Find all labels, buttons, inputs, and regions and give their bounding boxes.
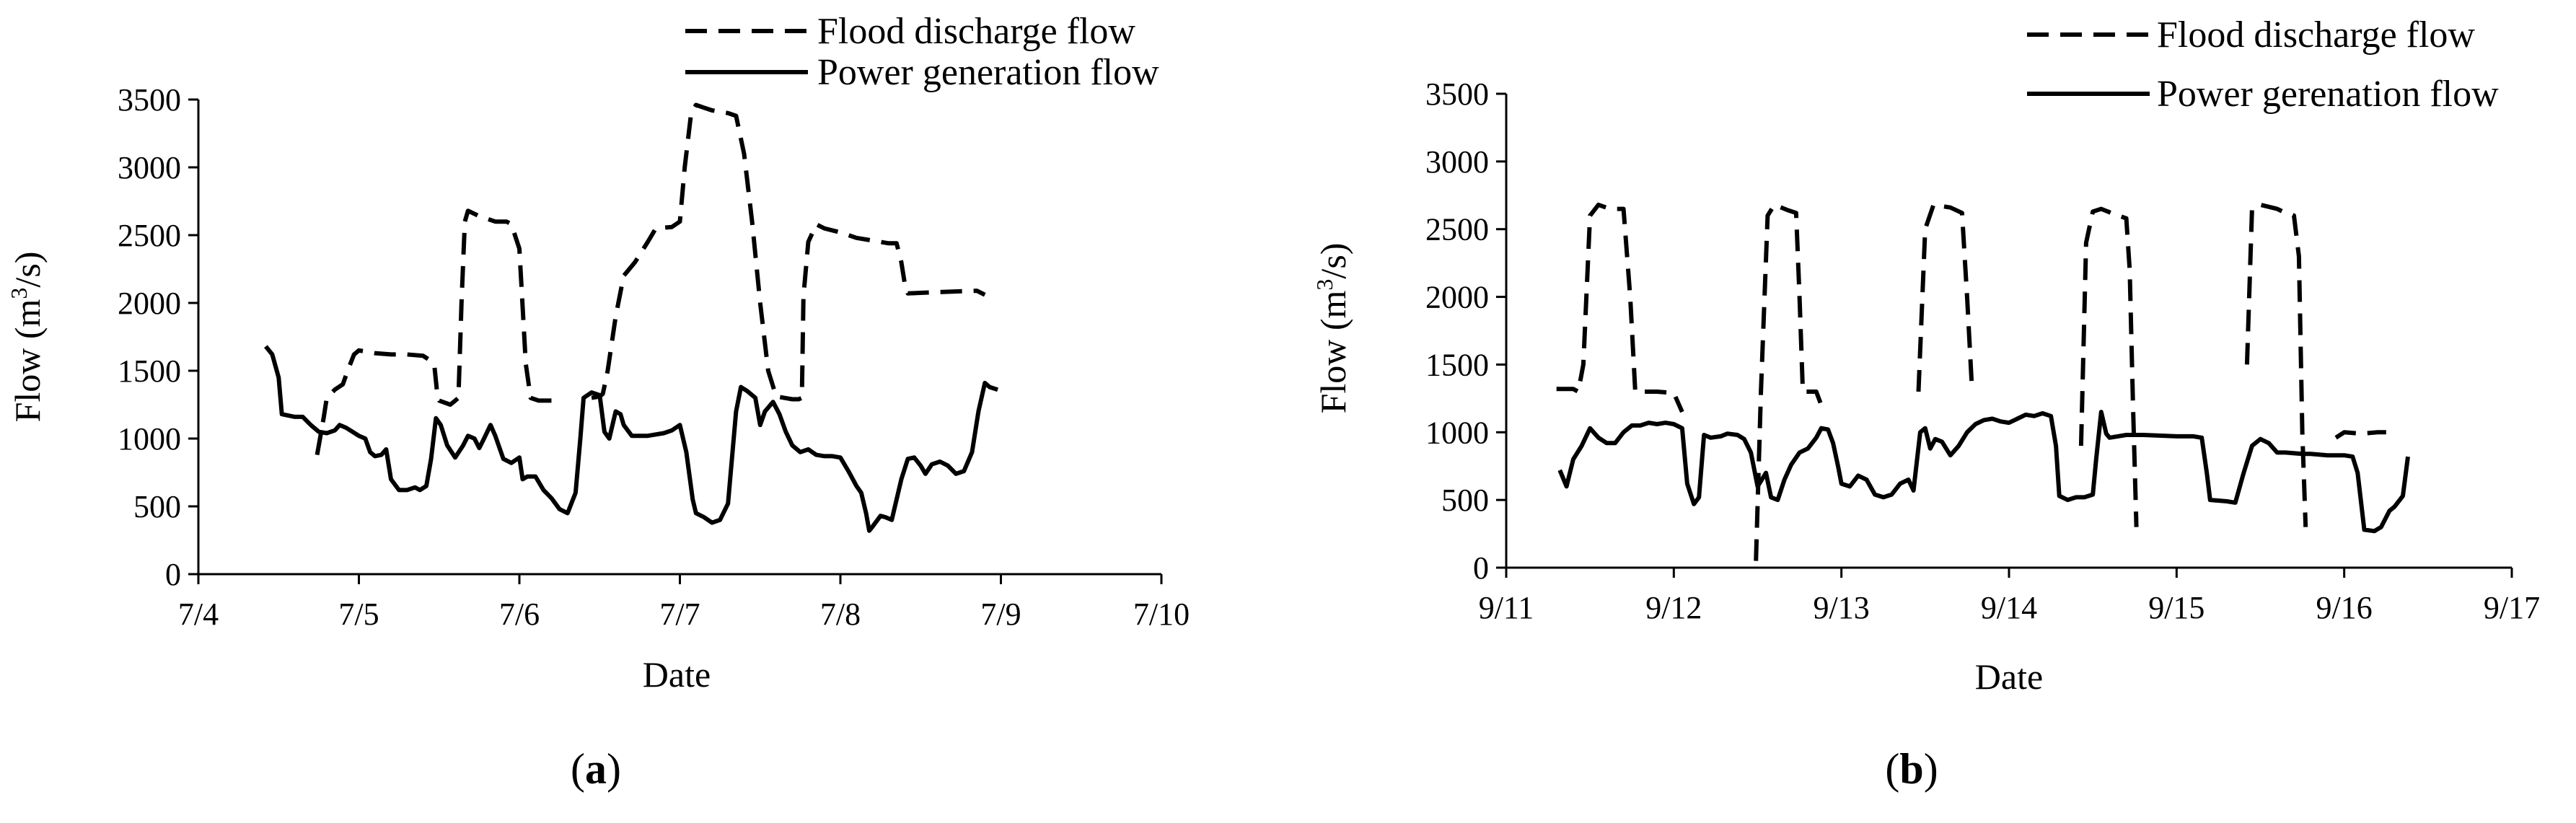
y-tick-label-a-5: 2500 [118,218,181,253]
flood-discharge-line-b-4 [2244,202,2308,527]
x-tick-label-a-5: 7/9 [980,597,1021,632]
flood-discharge-line-b-3 [2078,206,2139,527]
panel-label-b: (b) [1885,745,1938,793]
y-tick-label-b-0: 0 [1473,550,1489,586]
x-tick-label-b-3: 9/14 [1981,590,2037,625]
y-tick-label-b-1: 500 [1441,483,1489,518]
power-generation-line-b-0 [1557,410,2410,534]
legend-a: Flood discharge flow Power gerenation fl… [685,11,1159,93]
y-tick-label-a-7: 3500 [118,82,181,118]
panel-b: Flood discharge flow Power gerenation fl… [1311,14,2540,793]
y-tick-label-b-4: 2000 [1425,280,1489,315]
series-b [1556,202,2410,561]
y-tick-label-a-4: 2000 [118,286,181,321]
x-tick-label-a-4: 7/8 [820,597,861,632]
panel-a: Flood discharge flow Power gerenation fl… [6,11,1190,793]
y-tick-label-b-5: 2500 [1425,212,1489,247]
y-ticks-b: 0 500 1000 1500 2000 2500 3000 3500 [1425,76,1506,586]
x-tick-label-a-1: 7/5 [338,597,379,632]
y-tick-label-a-1: 500 [133,489,181,524]
y-tick-label-a-0: 0 [165,557,181,592]
legend-b-power-label: Power gerenation flow [2157,74,2499,115]
y-tick-label-b-2: 1000 [1425,415,1489,450]
flood-discharge-line-b-1 [1754,202,1824,561]
x-tick-label-a-3: 7/7 [659,597,700,632]
panel-label-a: (a) [571,745,621,793]
x-tick-label-b-0: 9/11 [1479,590,1534,625]
y-tick-label-b-7: 3500 [1425,76,1489,112]
legend-b: Flood discharge flow Power gerenation fl… [2027,14,2499,115]
legend-a-flood-label: Flood discharge flow [817,11,1135,52]
x-ticks-b: 9/11 9/12 9/13 9/14 9/15 9/16 9/17 [1479,568,2540,625]
y-tick-label-a-6: 3000 [118,150,181,185]
flood-discharge-line-b-0 [1556,202,1684,413]
legend-a-power-label-text: Power generation flow [817,52,1159,93]
x-ticks-a: 7/4 7/5 7/6 7/7 7/8 7/9 7/10 [178,574,1190,632]
flood-discharge-line-b-5 [2334,430,2386,440]
x-tick-label-a-0: 7/4 [178,597,219,632]
y-tick-label-b-6: 3000 [1425,144,1489,180]
x-tick-label-a-6: 7/10 [1133,597,1190,632]
y-tick-label-a-2: 1000 [118,421,181,457]
y-axis-title-a: Flow (m3/s) [6,252,48,423]
flood-discharge-line-b-2 [1916,202,1974,392]
series-a [264,102,999,533]
y-ticks-a: 0 500 1000 1500 2000 2500 3000 3500 [118,82,198,592]
flood-discharge-line-a-0 [315,208,552,456]
x-tick-label-b-5: 9/16 [2316,590,2373,625]
x-tick-label-a-2: 7/6 [499,597,540,632]
flood-discharge-line-a-1 [591,102,986,402]
x-tick-label-b-2: 9/13 [1814,590,1870,625]
y-tick-label-a-3: 1500 [118,353,181,389]
x-axis-title-a: Date [643,654,711,695]
y-tick-label-b-3: 1500 [1425,347,1489,382]
legend-b-flood-label: Flood discharge flow [2157,14,2475,56]
power-generation-line-a-0 [264,345,999,533]
x-tick-label-b-1: 9/12 [1645,590,1702,625]
x-tick-label-b-4: 9/15 [2148,590,2204,625]
x-axis-title-b: Date [1975,656,2043,697]
y-axis-title-b: Flow (m3/s) [1311,243,1353,414]
x-tick-label-b-6: 9/17 [2484,590,2540,625]
